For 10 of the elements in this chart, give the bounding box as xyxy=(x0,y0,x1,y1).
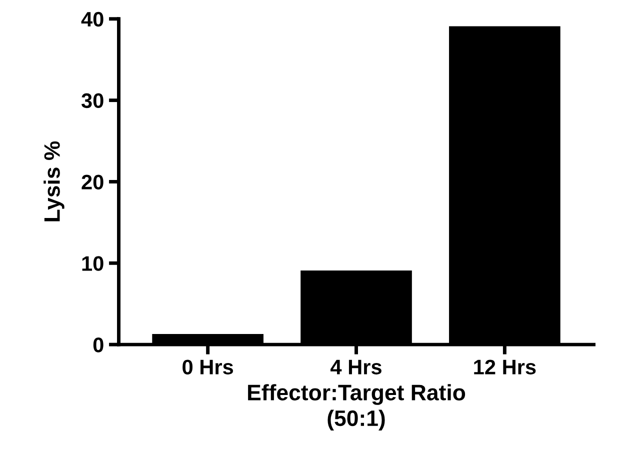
y-tick-label: 20 xyxy=(82,174,104,190)
x-axis-title: Effector:Target Ratio (50:1) xyxy=(248,384,466,430)
y-tick-label: 30 xyxy=(81,93,104,108)
y-tick-label: 10 xyxy=(82,256,104,271)
y-tick-label: 40 xyxy=(81,12,104,27)
x-tick-label: 0 Hrs xyxy=(182,360,234,374)
x-tick-label: 12 Hrs xyxy=(474,360,536,374)
y-tick-label: 0 xyxy=(93,338,104,352)
x-tick-label: 4 Hrs xyxy=(330,360,382,374)
y-axis-title: Lysis % xyxy=(44,141,64,222)
